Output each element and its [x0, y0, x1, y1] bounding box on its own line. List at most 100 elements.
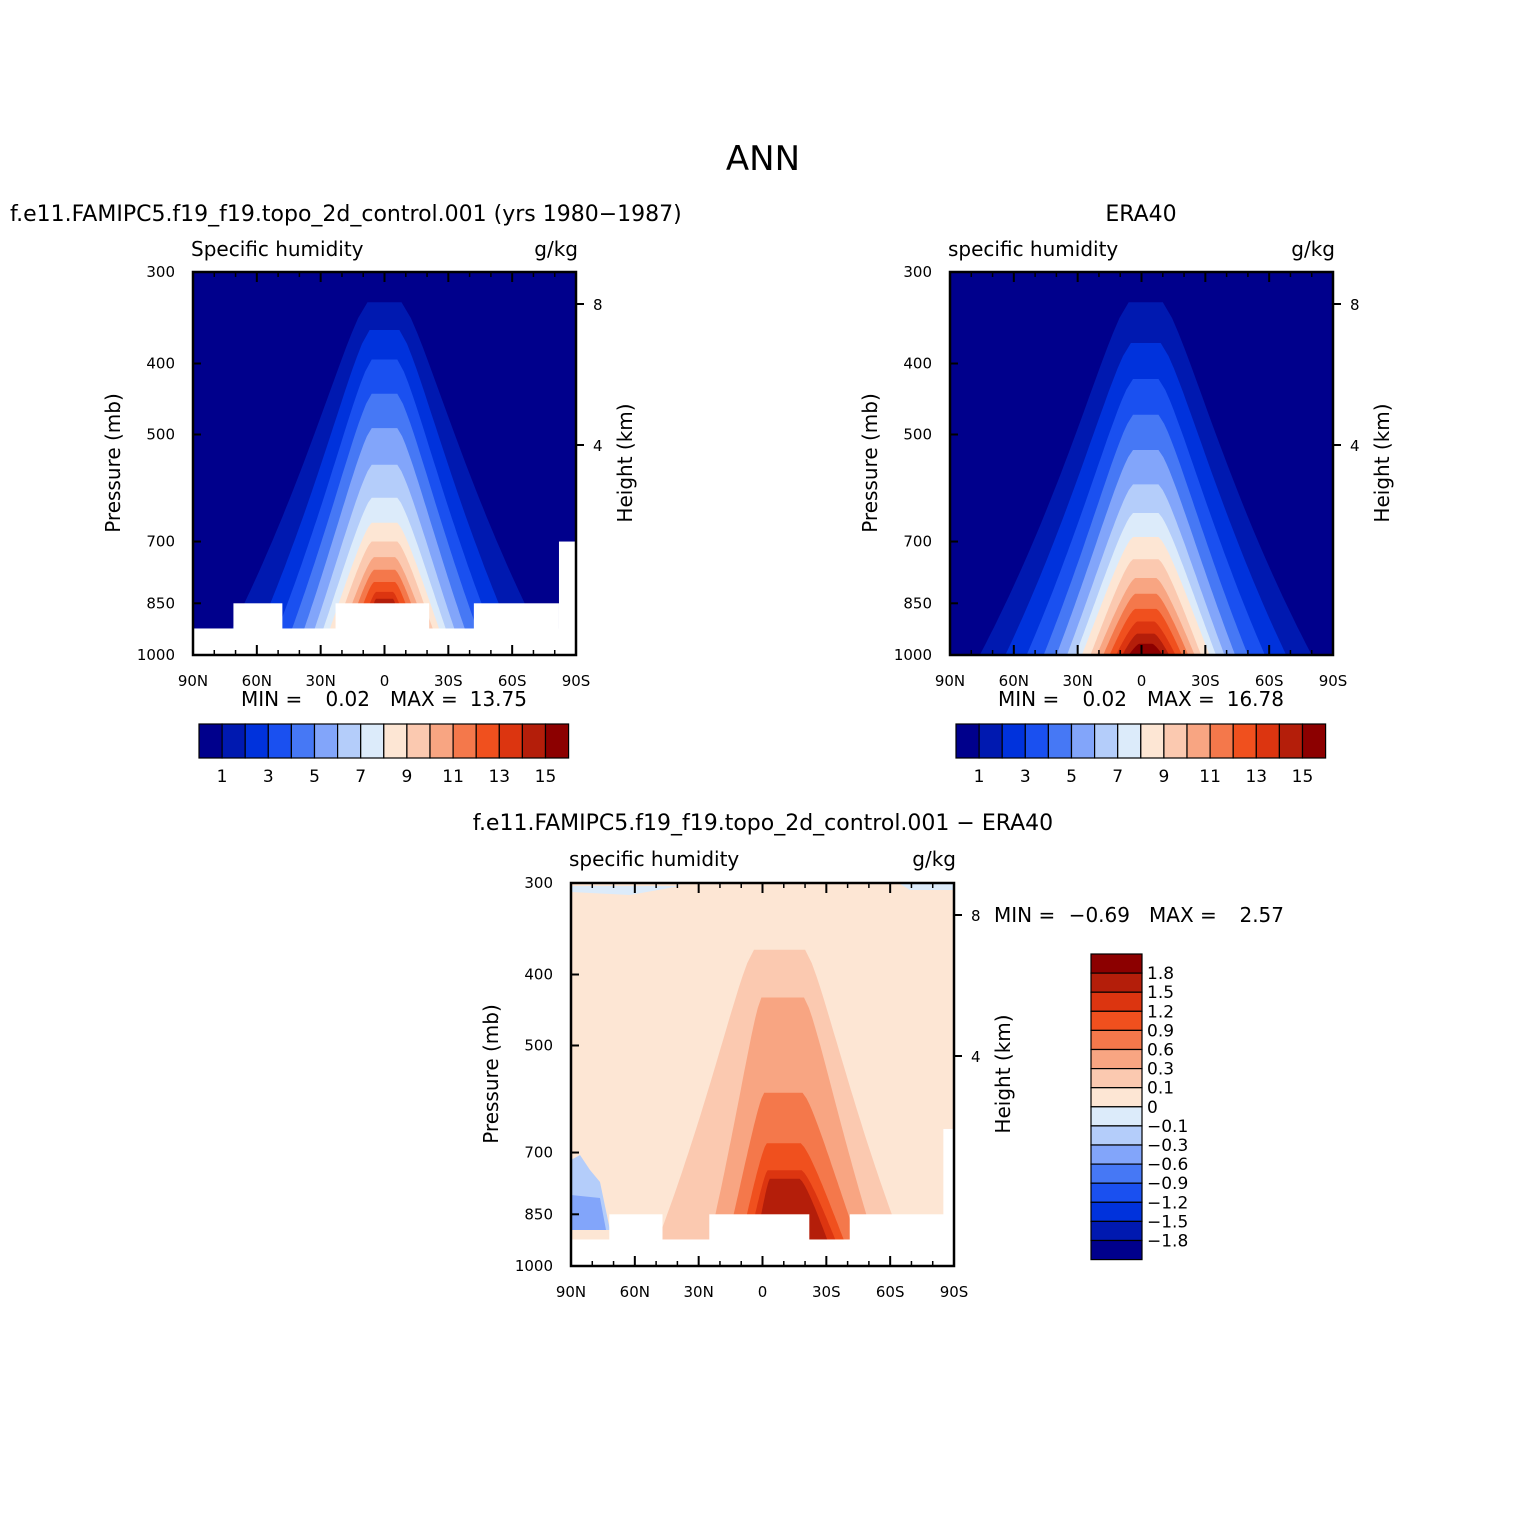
model-colorbar-swatch — [475, 723, 500, 759]
obs-colorbar-swatch — [1024, 723, 1050, 759]
model-colorbar-swatch — [360, 723, 385, 759]
model-min-value: 0.02 — [325, 687, 370, 711]
diff-ylabel: Pressure (mb) — [479, 1004, 503, 1144]
diff-colorbar-swatch — [1090, 1067, 1143, 1089]
diff-ytick-label: 300 — [524, 874, 553, 892]
diff-mask-block-2 — [609, 1214, 663, 1266]
model-colorbar-label: 3 — [263, 767, 274, 787]
obs-height-label: 4 — [1350, 437, 1360, 455]
model-mask-block-5 — [558, 541, 576, 655]
model-colorbar-swatch — [337, 723, 362, 759]
obs-colorbar-swatch — [1301, 723, 1327, 759]
model-colorbar-swatch — [313, 723, 339, 759]
obs-colorbar-swatch — [1278, 723, 1304, 759]
diff-colorbar-label: 1.5 — [1147, 983, 1174, 1003]
diff-colorbar: 1.81.51.20.90.60.30.10−0.1−0.3−0.6−0.9−1… — [1090, 953, 1188, 1261]
diff-colorbar-swatch — [1090, 991, 1143, 1012]
model-right-label: Height (km) — [613, 403, 637, 522]
diff-xtick-label: 60S — [876, 1283, 905, 1301]
diff-colorbar-swatch — [1090, 1220, 1143, 1242]
diff-height-label: 4 — [971, 1048, 981, 1066]
obs-height-label: 8 — [1350, 296, 1360, 314]
obs-colorbar-label: 11 — [1199, 767, 1221, 787]
diff-ytick-label: 700 — [524, 1144, 553, 1162]
diff-ytick-label: 400 — [524, 966, 553, 984]
obs-xtick-label: 30S — [1191, 672, 1220, 690]
model-colorbar-label: 15 — [535, 767, 557, 787]
model-colorbar-label: 13 — [488, 767, 510, 787]
model-xtick-label: 60S — [498, 672, 527, 690]
obs-ytick-label: 850 — [903, 594, 932, 612]
obs-right-label: Height (km) — [1370, 403, 1394, 522]
diff-colorbar-swatch — [1090, 1106, 1143, 1127]
obs-colorbar-label: 9 — [1158, 767, 1169, 787]
obs-colorbar-swatch — [1163, 723, 1188, 759]
obs-contour-fills — [950, 272, 1333, 655]
model-max-value: 13.75 — [470, 687, 527, 711]
diff-ytick-label: 850 — [524, 1205, 553, 1223]
obs-ytick-label: 1000 — [894, 646, 932, 664]
diff-colorbar-label: 0.1 — [1147, 1079, 1174, 1099]
model-ytick-label: 1000 — [137, 646, 175, 664]
model-height-label: 8 — [593, 296, 603, 314]
diff-colorbar-label: −1.8 — [1147, 1232, 1188, 1252]
model-xtick-label: 60N — [242, 672, 272, 690]
obs-ytick-label: 500 — [903, 426, 932, 444]
model-xtick-label: 0 — [380, 672, 390, 690]
diff-colorbar-label: −0.3 — [1147, 1136, 1188, 1156]
diff-colorbar-swatch — [1090, 1163, 1143, 1184]
obs-colorbar-swatch — [955, 723, 980, 759]
model-colorbar-swatch — [521, 723, 547, 759]
diff-mask-block-5 — [943, 1128, 954, 1266]
diff-colorbar-label: 0.9 — [1147, 1021, 1174, 1041]
obs-colorbar-label: 3 — [1020, 767, 1031, 787]
model-colorbar-label: 1 — [217, 767, 228, 787]
obs-xtick-label: 60N — [999, 672, 1029, 690]
model-height-label: 4 — [593, 437, 603, 455]
obs-colorbar-label: 7 — [1112, 767, 1123, 787]
obs-colorbar-swatch — [1070, 723, 1096, 759]
model-xtick-label: 90S — [562, 672, 591, 690]
model-colorbar-label: 5 — [309, 767, 320, 787]
model-colorbar-swatch — [290, 723, 316, 759]
obs-colorbar-swatch — [1093, 723, 1119, 759]
obs-ytick-label: 400 — [903, 355, 932, 373]
diff-right-label: Height (km) — [991, 1014, 1015, 1133]
obs-xtick-label: 90S — [1319, 672, 1348, 690]
obs-colorbar-label: 5 — [1066, 767, 1077, 787]
model-mask-block-2 — [233, 603, 283, 655]
diff-min-label: MIN = — [994, 903, 1055, 927]
diff-colorbar-label: 1.8 — [1147, 964, 1174, 984]
obs-colorbar: 1 3 5 7 9 11 13 15 — [955, 723, 1327, 787]
diff-height-label: 8 — [971, 907, 981, 925]
model-colorbar-label: 11 — [442, 767, 464, 787]
model-ytick-label: 850 — [146, 594, 175, 612]
diff-ytick-label: 1000 — [515, 1257, 553, 1275]
diff-xtick-label: 90S — [940, 1283, 969, 1301]
obs-colorbar-swatch — [978, 723, 1003, 759]
model-colorbar-swatch — [244, 723, 269, 759]
model-colorbar-label: 7 — [355, 767, 366, 787]
diff-min-value: −0.69 — [1069, 903, 1130, 927]
obs-colorbar-swatch — [1232, 723, 1257, 759]
diff-xtick-label: 30N — [684, 1283, 714, 1301]
diff-xtick-label: 90N — [556, 1283, 586, 1301]
obs-min-label: MIN = — [998, 687, 1059, 711]
model-min-label: MIN = — [241, 687, 302, 711]
model-colorbar-swatch — [544, 723, 570, 759]
diff-colorbar-swatch — [1090, 1010, 1143, 1031]
diff-colorbar-label: 0.3 — [1147, 1060, 1174, 1080]
obs-colorbar-label: 1 — [974, 767, 985, 787]
obs-xtick-label: 30N — [1063, 672, 1093, 690]
diff-ytick-label: 500 — [524, 1037, 553, 1055]
model-field-name: Specific humidity — [191, 237, 364, 261]
model-max-label: MAX = — [390, 687, 458, 711]
diff-contour-neg-north — [571, 883, 680, 895]
obs-contour-level-15 — [1128, 643, 1163, 655]
diff-units: g/kg — [912, 847, 956, 871]
